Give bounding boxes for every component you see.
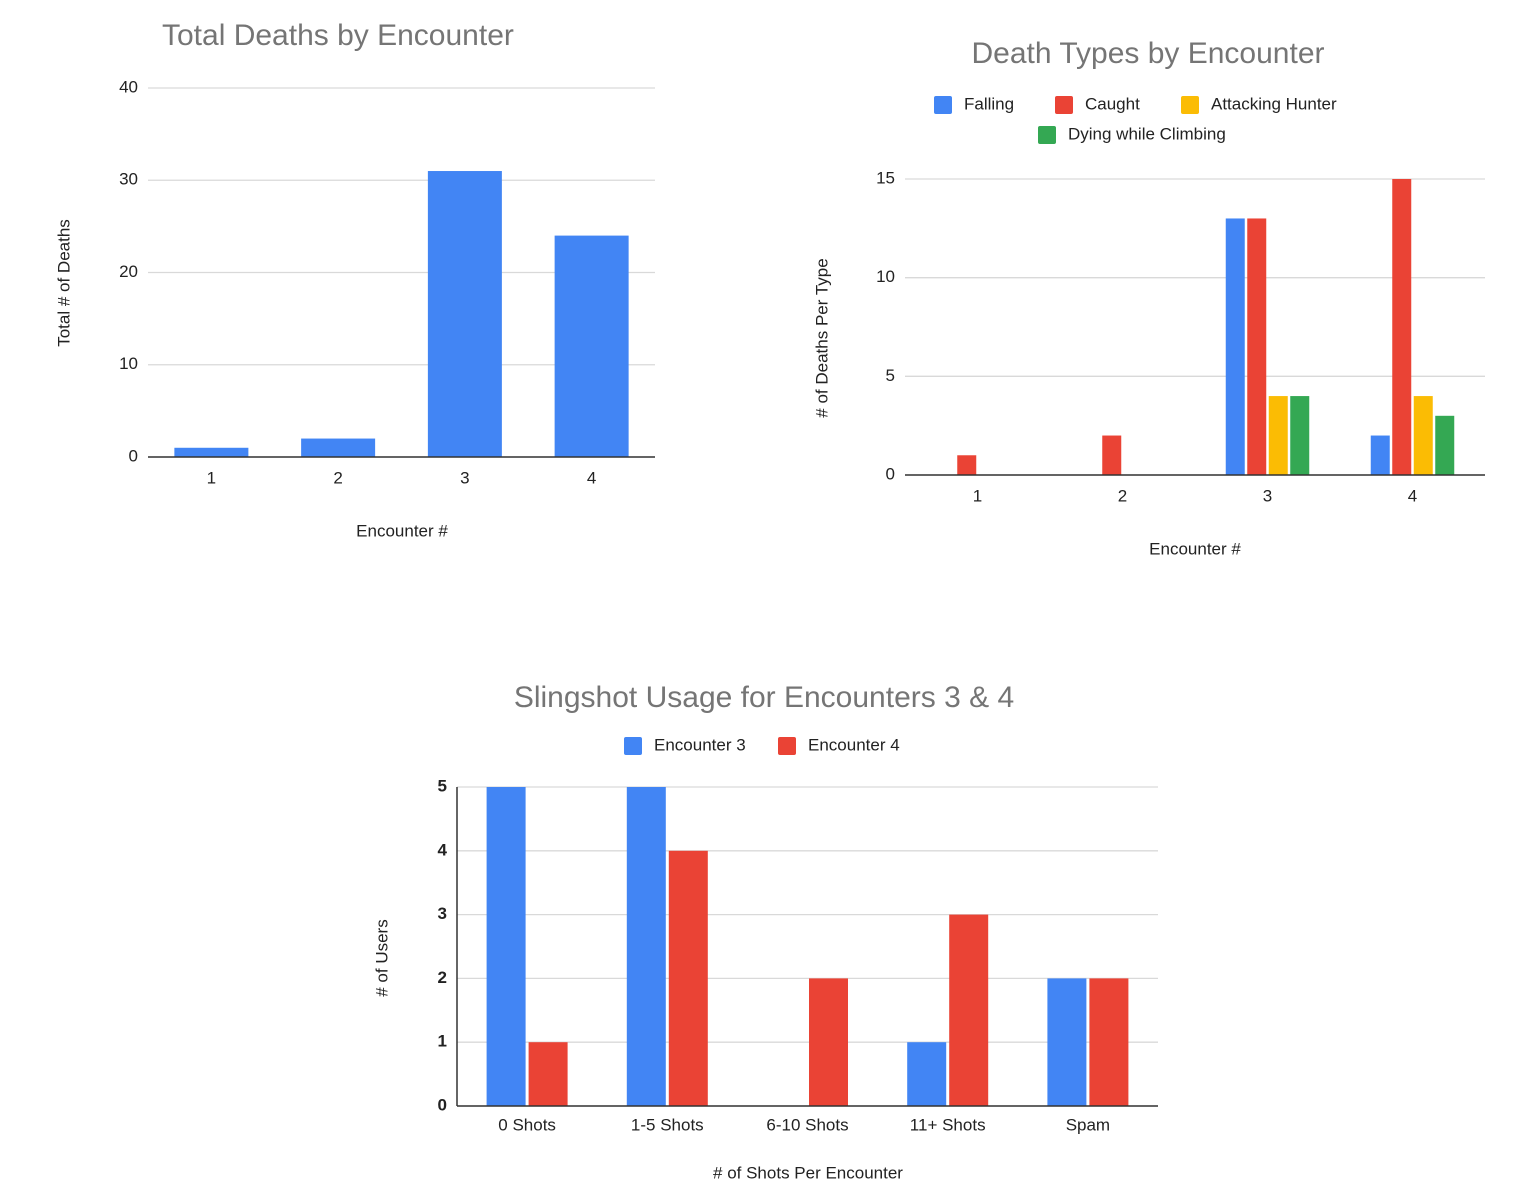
y-tick-label: 5	[886, 366, 895, 385]
bar	[1247, 218, 1267, 475]
bar	[1089, 978, 1129, 1106]
y-tick-label: 40	[119, 77, 138, 96]
bar	[1435, 415, 1455, 475]
y-axis-label: # of Users	[372, 919, 391, 996]
y-tick-label: 0	[886, 464, 895, 483]
legend-label: Attacking Hunter	[1211, 94, 1337, 113]
bar	[907, 1042, 947, 1106]
legend-swatch	[1055, 96, 1073, 114]
bar	[1102, 435, 1122, 475]
bar	[1370, 435, 1390, 475]
legend-swatch	[778, 737, 796, 755]
bar	[486, 787, 526, 1106]
x-tick-label: 2	[333, 468, 342, 487]
y-tick-label: 10	[876, 267, 895, 286]
legend-swatch	[934, 96, 952, 114]
x-tick-label: 3	[1263, 486, 1272, 505]
bar	[949, 914, 989, 1106]
y-tick-label: 10	[119, 354, 138, 373]
x-tick-label: 6-10 Shots	[766, 1115, 848, 1134]
x-axis-label: # of Shots Per Encounter	[713, 1163, 903, 1182]
x-tick-label: Spam	[1066, 1115, 1110, 1134]
y-tick-label: 4	[438, 840, 448, 859]
legend-label: Dying while Climbing	[1068, 124, 1226, 143]
x-axis-label: Encounter #	[1149, 539, 1241, 558]
x-tick-label: 0 Shots	[498, 1115, 556, 1134]
bar	[1413, 396, 1433, 475]
y-tick-label: 30	[119, 170, 138, 189]
x-tick-label: 11+ Shots	[910, 1115, 986, 1134]
legend-swatch	[1038, 126, 1056, 144]
bar	[174, 447, 249, 457]
bar	[809, 978, 848, 1106]
x-tick-label: 4	[1408, 486, 1417, 505]
bar	[1047, 978, 1087, 1106]
legend-swatch	[1181, 96, 1199, 114]
y-tick-label: 1	[438, 1032, 447, 1051]
y-tick-label: 0	[129, 446, 138, 465]
x-tick-label: 4	[587, 468, 596, 487]
bar	[554, 235, 629, 457]
x-tick-label: 2	[1118, 486, 1127, 505]
bar	[427, 171, 502, 457]
y-tick-label: 0	[438, 1095, 447, 1114]
legend-label: Encounter 3	[654, 735, 746, 754]
bar	[1225, 218, 1245, 475]
y-tick-label: 2	[438, 968, 447, 987]
bar	[528, 1042, 568, 1106]
x-tick-label: 1	[207, 468, 216, 487]
chart-title: Death Types by Encounter	[972, 37, 1325, 70]
x-tick-label: 1	[973, 486, 982, 505]
y-tick-label: 15	[876, 168, 895, 187]
bar	[1268, 396, 1288, 475]
bar	[1290, 396, 1310, 475]
y-tick-label: 5	[438, 776, 447, 795]
x-axis-label: Encounter #	[356, 521, 448, 540]
legend-swatch	[624, 737, 642, 755]
legend-label: Encounter 4	[808, 735, 900, 754]
bar	[957, 455, 977, 475]
bar	[668, 850, 708, 1106]
legend-label: Caught	[1085, 94, 1140, 113]
x-tick-label: 1-5 Shots	[631, 1115, 704, 1134]
chart-title: Slingshot Usage for Encounters 3 & 4	[514, 681, 1014, 714]
y-axis-label: # of Deaths Per Type	[812, 258, 831, 417]
chart-title: Total Deaths by Encounter	[162, 19, 514, 52]
x-tick-label: 3	[460, 468, 469, 487]
y-tick-label: 3	[438, 904, 447, 923]
y-axis-label: Total # of Deaths	[54, 219, 73, 347]
y-tick-label: 20	[119, 262, 138, 281]
bar	[626, 787, 666, 1106]
legend-label: Falling	[964, 94, 1014, 113]
bar	[301, 438, 376, 457]
bar	[1392, 179, 1412, 475]
